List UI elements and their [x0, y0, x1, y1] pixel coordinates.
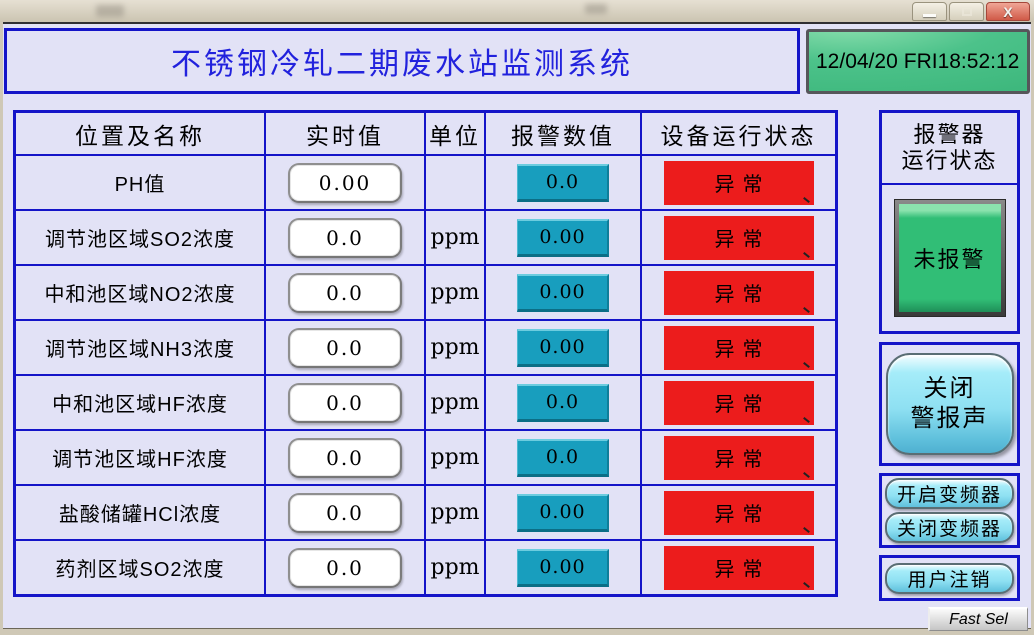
maximize-icon [961, 7, 972, 16]
realtime-value-display: 0.0 [288, 272, 402, 313]
corner-tick [802, 526, 810, 533]
unit-label: ppm [430, 500, 480, 525]
maximize-button[interactable] [949, 2, 984, 21]
mute-alarm-group: 关闭 警报声 [879, 342, 1020, 466]
monitor-table: 位置及名称 实时值 单位 报警数值 设备运行状态 PH值 0.00 0.0 异常… [13, 110, 838, 597]
alarm-panel-title: 报警器 运行状态 [882, 113, 1017, 185]
row-label: 中和池区域HF浓度 [52, 394, 228, 416]
status-indicator: 异常 [663, 270, 814, 315]
status-indicator: 异常 [663, 490, 814, 535]
row-label: PH值 [114, 174, 166, 196]
inverter-off-button[interactable]: 关闭变频器 [885, 512, 1014, 543]
inverter-group: 开启变频器 关闭变频器 [879, 473, 1020, 548]
table-header-row: 位置及名称 实时值 单位 报警数值 设备运行状态 [16, 113, 835, 156]
column-header-status: 设备运行状态 [660, 122, 817, 149]
unit-label: ppm [430, 225, 480, 250]
corner-tick [802, 581, 810, 588]
close-icon: X [1003, 3, 1013, 20]
unit-label: ppm [430, 280, 480, 305]
unit-label: ppm [430, 390, 480, 415]
realtime-value-display: 0.0 [288, 547, 402, 588]
alarm-setpoint-input[interactable]: 0.0 [517, 438, 609, 477]
column-header-realtime: 实时值 [306, 122, 384, 149]
window-titlebar: X [0, 0, 1034, 22]
minimize-button[interactable] [912, 2, 947, 21]
unit-label: ppm [430, 555, 480, 580]
realtime-value-display: 0.0 [288, 437, 402, 478]
table-row: 盐酸储罐HCl浓度 0.0 ppm 0.00 异常 [16, 486, 835, 541]
table-row: 中和池区域HF浓度 0.0 ppm 0.0 异常 [16, 376, 835, 431]
status-indicator: 异常 [663, 435, 814, 480]
row-label: 中和池区域NO2浓度 [44, 284, 236, 306]
corner-tick [802, 471, 810, 478]
realtime-value-display: 0.0 [288, 217, 402, 258]
column-header-alarm: 报警数值 [511, 122, 615, 149]
table-row: 调节池区域NH3浓度 0.0 ppm 0.00 异常 [16, 321, 835, 376]
fast-sel-button[interactable]: Fast Sel [928, 607, 1028, 631]
column-header-location: 位置及名称 [75, 122, 205, 149]
alarm-status-panel: 报警器 运行状态 未报警 [879, 110, 1020, 334]
realtime-value-display: 0.0 [288, 492, 402, 533]
weekday-text: FRI [903, 49, 938, 73]
alarm-setpoint-input[interactable]: 0.00 [517, 273, 609, 312]
datetime-display: 12/04/20 FRI 18:52:12 [806, 29, 1030, 94]
unit-label: ppm [430, 445, 480, 470]
client-area: 不锈钢冷轧二期废水站监测系统 12/04/20 FRI 18:52:12 位置及… [3, 22, 1031, 631]
alarm-setpoint-input[interactable]: 0.00 [517, 218, 609, 257]
alarm-setpoint-input[interactable]: 0.00 [517, 493, 609, 532]
status-indicator: 异常 [663, 325, 814, 370]
unit-label: ppm [430, 335, 480, 360]
window-controls: X [912, 2, 1030, 21]
corner-tick [802, 251, 810, 258]
row-label: 药剂区域SO2浓度 [55, 559, 225, 581]
alarm-indicator-frame: 未报警 [893, 199, 1006, 317]
status-indicator: 异常 [663, 380, 814, 425]
column-header-unit: 单位 [429, 122, 481, 149]
status-indicator: 异常 [663, 160, 814, 205]
table-row: 中和池区域NO2浓度 0.0 ppm 0.00 异常 [16, 266, 835, 321]
page-title: 不锈钢冷轧二期废水站监测系统 [171, 48, 633, 81]
realtime-value-display: 0.0 [288, 327, 402, 368]
realtime-value-display: 0.0 [288, 382, 402, 423]
status-indicator: 异常 [663, 215, 814, 260]
status-indicator: 异常 [663, 545, 814, 590]
row-label: 盐酸储罐HCl浓度 [58, 504, 222, 526]
corner-tick [802, 361, 810, 368]
logout-group: 用户注销 [879, 555, 1020, 601]
corner-tick [802, 306, 810, 313]
date-text: 12/04/20 [816, 49, 898, 73]
alarm-setpoint-input[interactable]: 0.00 [517, 548, 609, 587]
table-row: PH值 0.00 0.0 异常 [16, 156, 835, 211]
no-alarm-indicator: 未报警 [898, 204, 1001, 312]
titlebar-artifact [585, 4, 607, 14]
alarm-setpoint-input[interactable]: 0.0 [517, 383, 609, 422]
time-text: 18:52:12 [937, 49, 1020, 73]
corner-tick [802, 196, 810, 203]
row-label: 调节池区域SO2浓度 [44, 229, 236, 251]
user-logout-button[interactable]: 用户注销 [885, 562, 1014, 594]
corner-tick [802, 416, 810, 423]
table-row: 药剂区域SO2浓度 0.0 ppm 0.00 异常 [16, 541, 835, 594]
minimize-icon [923, 13, 936, 17]
realtime-value-display: 0.00 [288, 162, 402, 203]
row-label: 调节池区域NH3浓度 [44, 339, 235, 361]
alarm-setpoint-input[interactable]: 0.0 [517, 163, 609, 202]
alarm-setpoint-input[interactable]: 0.00 [517, 328, 609, 367]
page-title-banner: 不锈钢冷轧二期废水站监测系统 [4, 28, 800, 94]
inverter-on-button[interactable]: 开启变频器 [885, 478, 1014, 509]
table-row: 调节池区域SO2浓度 0.0 ppm 0.00 异常 [16, 211, 835, 266]
mute-alarm-button[interactable]: 关闭 警报声 [885, 353, 1014, 455]
close-button[interactable]: X [986, 2, 1030, 21]
titlebar-artifact [96, 5, 124, 17]
table-row: 调节池区域HF浓度 0.0 ppm 0.0 异常 [16, 431, 835, 486]
row-label: 调节池区域HF浓度 [52, 449, 228, 471]
